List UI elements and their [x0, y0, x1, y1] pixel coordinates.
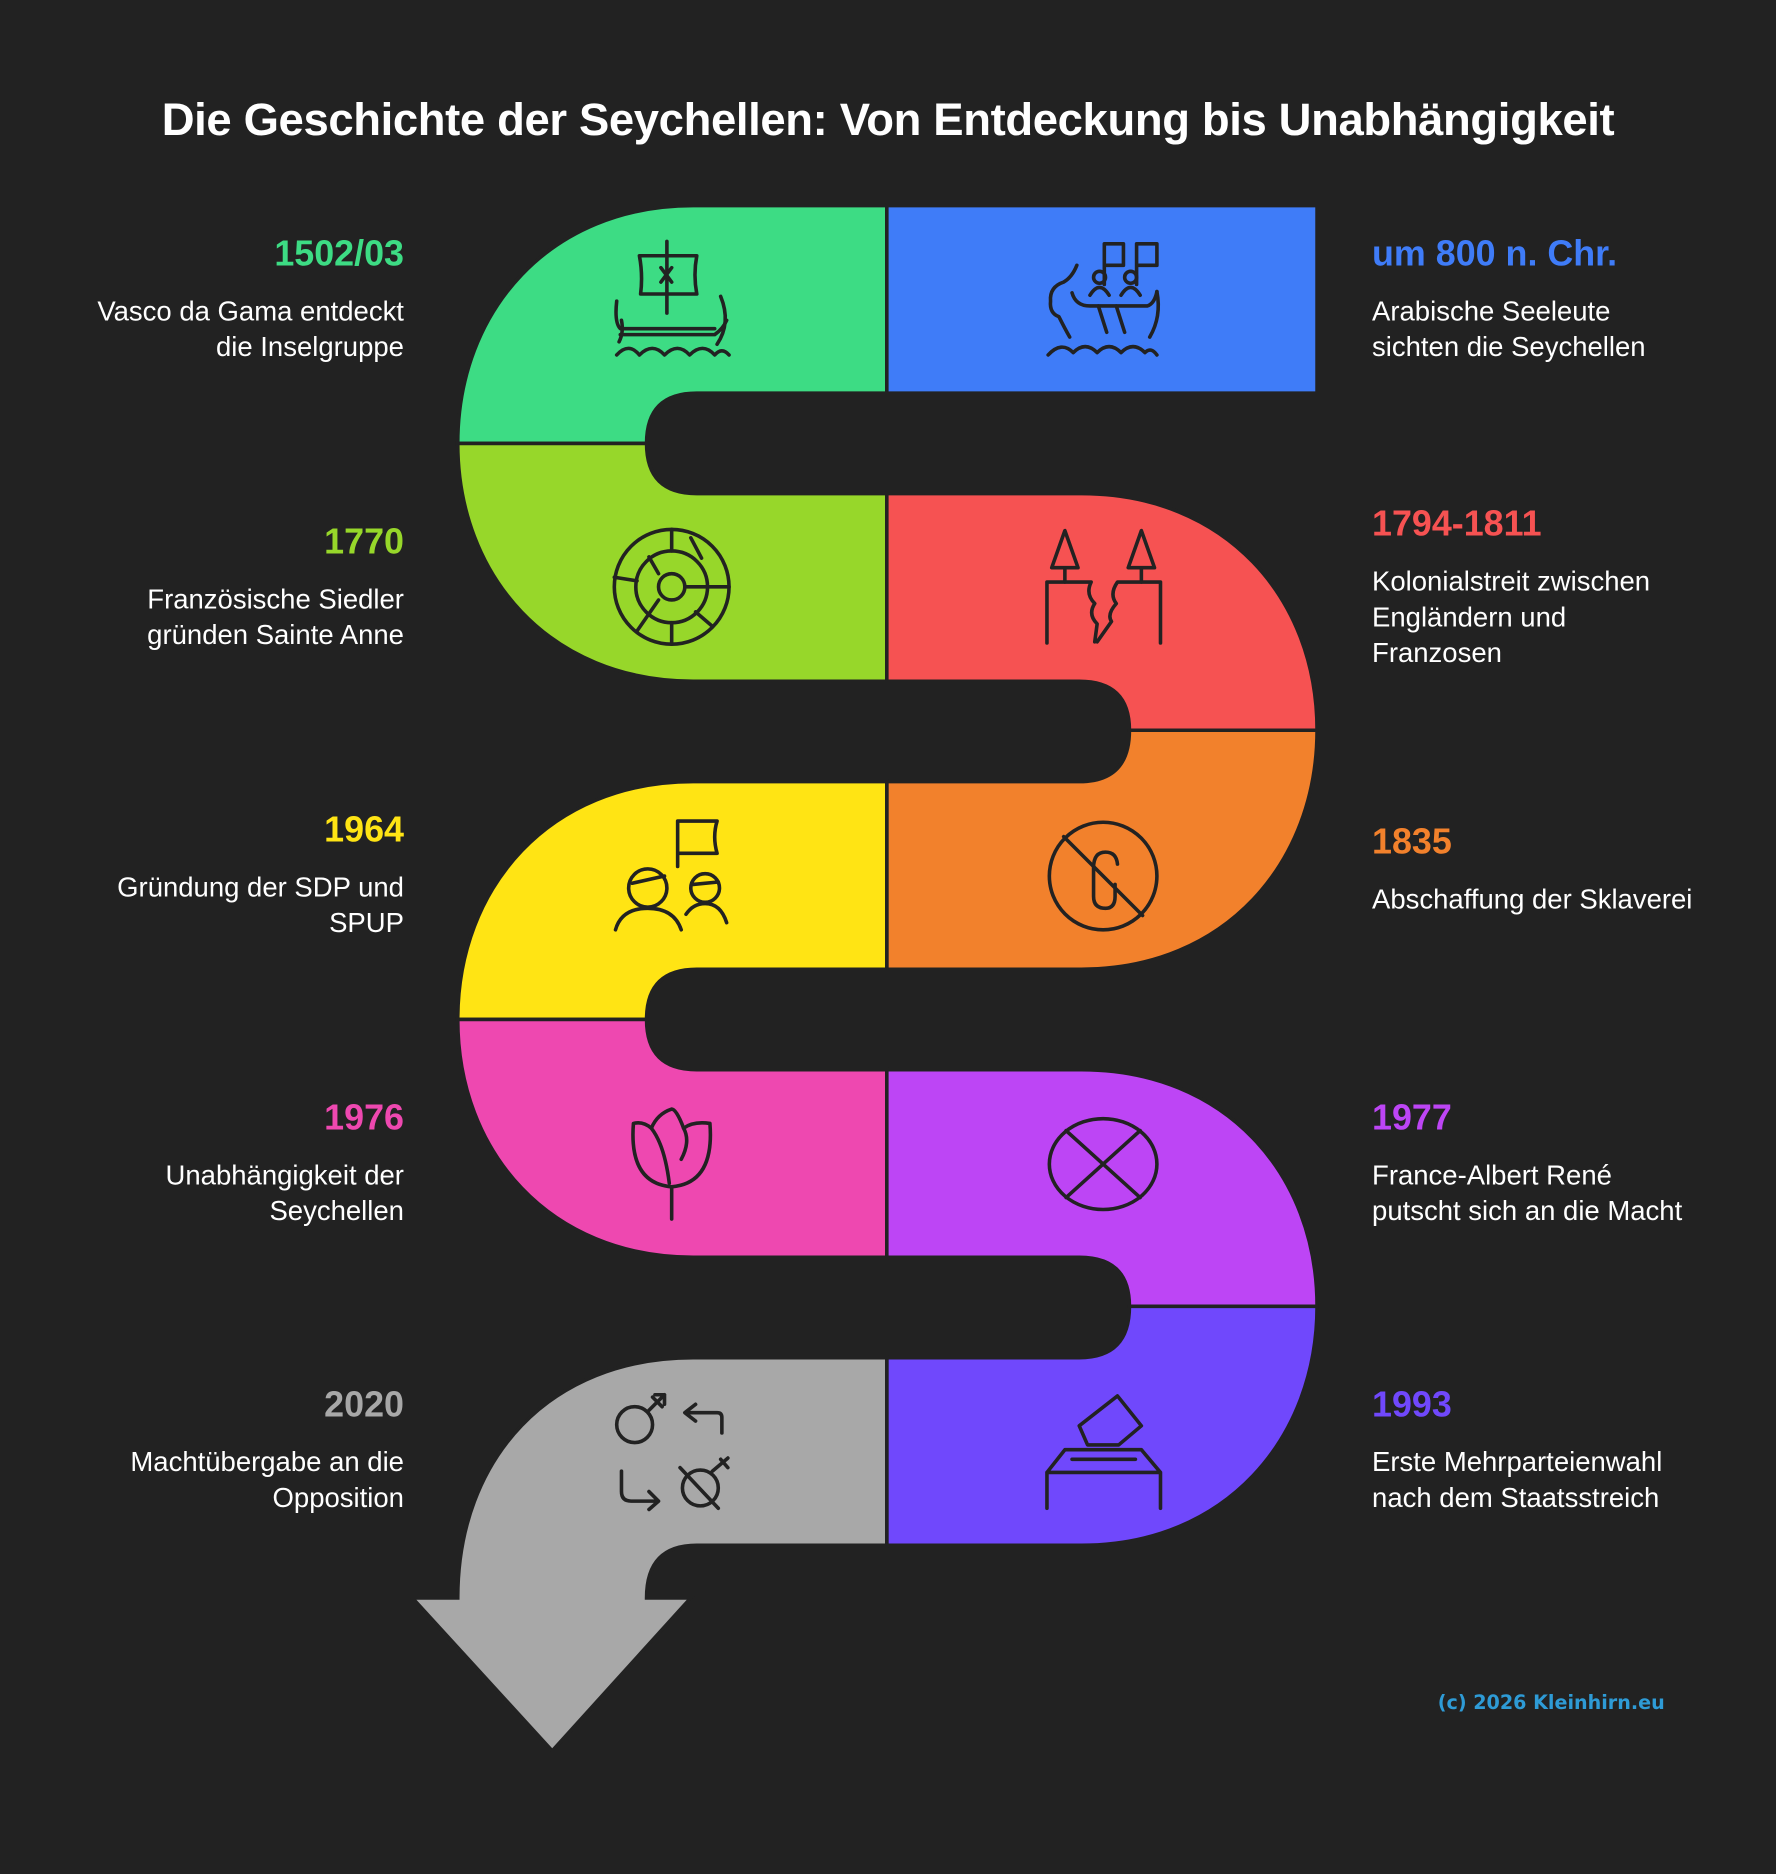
- desc-line: putscht sich an die Macht: [1372, 1195, 1683, 1227]
- segment-1770: [455, 441, 889, 684]
- desc-line: Seychellen: [269, 1195, 404, 1227]
- event-description: Französische Siedler gründen Sainte Anne: [22, 581, 404, 653]
- rose-icon: [631, 1107, 713, 1221]
- desc-line: Kolonialstreit zwischen: [1372, 565, 1651, 597]
- event-1964: 1964 Gründung der SDP und SPUP: [22, 807, 404, 941]
- desc-line: Erste Mehrparteienwahl: [1372, 1446, 1663, 1478]
- event-1977: 1977 France-Albert René putscht sich an d…: [1372, 1095, 1766, 1229]
- split-land-icon: [1045, 528, 1163, 645]
- event-year: 1770: [324, 522, 404, 562]
- event-year: um 800 n. Chr.: [1372, 234, 1618, 274]
- copyright-credit: (c) 2026 Kleinhirn.eu: [1437, 1691, 1665, 1714]
- boat-with-flags-icon: [1046, 242, 1161, 357]
- desc-line: Opposition: [272, 1481, 404, 1514]
- event-description: Abschaffung der Sklaverei: [1372, 881, 1766, 917]
- segment-1794: [885, 491, 1319, 733]
- event-1835: 1835 Abschaffung der Sklaverei: [1372, 819, 1766, 917]
- event-year: 1835: [1372, 822, 1452, 862]
- segment-1964: [455, 779, 889, 1022]
- segment-1993: [885, 1304, 1319, 1548]
- event-description: Machtübergabe an die Opposition: [22, 1444, 404, 1516]
- segment-1502: [455, 203, 889, 446]
- desc-line: sichten die Seychellen: [1372, 331, 1646, 363]
- desc-line: SPUP: [329, 907, 404, 939]
- event-year: 1976: [324, 1098, 404, 1138]
- desc-line: Unabhängigkeit der: [165, 1159, 404, 1191]
- desc-line: nach dem Staatsstreich: [1372, 1481, 1660, 1514]
- desc-line: die Inselgruppe: [215, 331, 404, 363]
- wheel-icon: [612, 527, 731, 646]
- event-year: 1794-1811: [1372, 504, 1542, 544]
- event-description: Unabhängigkeit der Seychellen: [22, 1157, 404, 1229]
- power-transfer-icon: [614, 1392, 730, 1512]
- event-800: um 800 n. Chr. Arabische Seeleute sichten…: [1372, 231, 1766, 365]
- desc-line: Engländern und: [1372, 601, 1567, 633]
- event-1993: 1993 Erste Mehrparteienwahl nach dem Staa…: [1372, 1382, 1766, 1516]
- event-year: 1977: [1372, 1098, 1452, 1138]
- event-year: 2020: [324, 1385, 404, 1425]
- segment-2020-arrow: [408, 1355, 889, 1754]
- event-description: France-Albert René putscht sich an die Ma…: [1372, 1157, 1766, 1229]
- desc-line: Vasco da Gama entdeckt: [97, 295, 404, 327]
- event-description: Vasco da Gama entdeckt die Inselgruppe: [22, 293, 404, 365]
- event-2020: 2020 Machtübergabe an die Opposition: [22, 1382, 404, 1516]
- desc-line: Französische Siedler: [147, 583, 404, 615]
- event-year: 1502/03: [274, 234, 404, 274]
- desc-line: Arabische Seeleute: [1372, 295, 1611, 327]
- desc-line: France-Albert René: [1372, 1159, 1612, 1191]
- page-title: Die Geschichte der Seychellen: Von Entde…: [161, 95, 1615, 146]
- segment-1977: [885, 1067, 1319, 1309]
- event-1976: 1976 Unabhängigkeit der Seychellen: [22, 1095, 404, 1229]
- desc-line: Machtübergabe an die: [130, 1446, 404, 1478]
- ship-icon: [614, 239, 731, 357]
- event-description: Gründung der SDP und SPUP: [22, 869, 404, 941]
- circle-x-icon: [1047, 1116, 1159, 1212]
- desc-line: Franzosen: [1372, 637, 1502, 669]
- event-1502: 1502/03 Vasco da Gama entdeckt die Inselg…: [22, 231, 404, 365]
- segment-1835: [885, 728, 1319, 972]
- event-1770: 1770 Französische Siedler gründen Sainte …: [22, 519, 404, 653]
- no-chain-icon: [1047, 820, 1159, 932]
- event-1794: 1794-1811 Kolonialstreit zwischen Engländ…: [1372, 501, 1766, 671]
- event-description: Erste Mehrparteienwahl nach dem Staatsstr…: [1372, 1444, 1766, 1516]
- people-flag-icon: [613, 819, 729, 932]
- desc-line: gründen Sainte Anne: [147, 619, 404, 651]
- event-year: 1964: [324, 810, 404, 850]
- desc-line: Gründung der SDP und: [117, 871, 404, 903]
- ballot-box-icon: [1045, 1394, 1163, 1511]
- segment-800: [885, 203, 1319, 395]
- event-description: Kolonialstreit zwischen Engländern und Fra…: [1372, 563, 1766, 671]
- event-year: 1993: [1372, 1385, 1452, 1425]
- segment-1976: [455, 1017, 889, 1260]
- desc-line: Abschaffung der Sklaverei: [1372, 883, 1693, 915]
- event-description: Arabische Seeleute sichten die Seychellen: [1372, 293, 1766, 365]
